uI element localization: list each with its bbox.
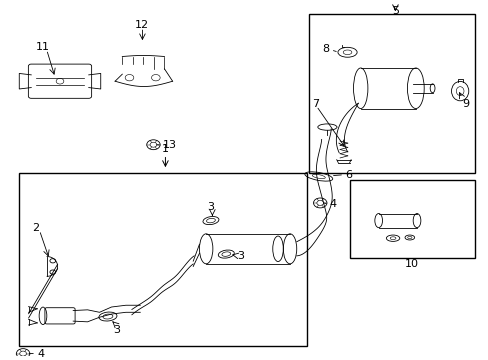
Text: 3: 3 [112, 325, 120, 335]
Text: 9: 9 [462, 99, 468, 109]
Text: 2: 2 [32, 222, 40, 233]
Text: 4: 4 [38, 348, 44, 359]
Bar [19, 173, 306, 346]
Text: 5: 5 [391, 6, 398, 16]
Text: 3: 3 [207, 202, 214, 212]
Text: 1: 1 [162, 144, 168, 154]
Text: 11: 11 [36, 42, 50, 52]
Bar [349, 180, 473, 258]
Text: 3: 3 [237, 251, 244, 261]
Text: 8: 8 [322, 45, 329, 54]
Bar [308, 14, 473, 173]
Text: 6: 6 [345, 170, 351, 180]
Text: 12: 12 [134, 20, 148, 30]
Text: 10: 10 [405, 259, 418, 269]
Text: 7: 7 [311, 99, 318, 109]
Text: 13: 13 [163, 140, 177, 150]
Text: 4: 4 [329, 199, 336, 209]
